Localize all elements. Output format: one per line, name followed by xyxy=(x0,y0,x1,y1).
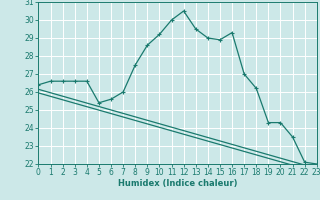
X-axis label: Humidex (Indice chaleur): Humidex (Indice chaleur) xyxy=(118,179,237,188)
